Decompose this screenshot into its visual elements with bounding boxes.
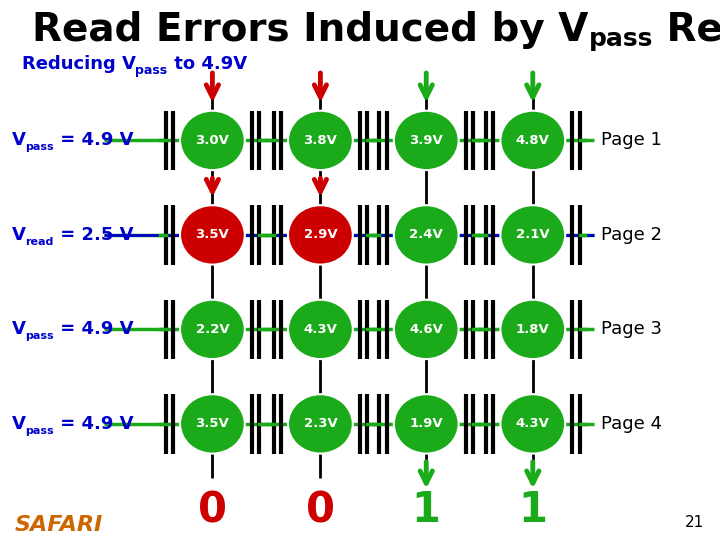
Text: 1: 1 [518, 489, 547, 531]
Text: V: V [12, 320, 25, 339]
Text: 21: 21 [685, 515, 704, 530]
Ellipse shape [180, 300, 245, 359]
Text: Page 1: Page 1 [601, 131, 662, 150]
Ellipse shape [394, 300, 459, 359]
Ellipse shape [288, 394, 353, 454]
Text: 3.5V: 3.5V [196, 228, 229, 241]
Ellipse shape [394, 111, 459, 170]
Text: 3.9V: 3.9V [410, 134, 443, 147]
Text: to 4.9V: to 4.9V [168, 55, 247, 73]
Text: 2.1V: 2.1V [516, 228, 549, 241]
Text: 0: 0 [198, 489, 227, 531]
Text: 4.3V: 4.3V [303, 323, 338, 336]
Text: 3.8V: 3.8V [303, 134, 338, 147]
Text: = 2.5 V: = 2.5 V [54, 226, 133, 244]
Text: 2.9V: 2.9V [304, 228, 337, 241]
Text: 1.8V: 1.8V [516, 323, 549, 336]
Text: Reduction: Reduction [653, 11, 720, 49]
Ellipse shape [500, 394, 565, 454]
Text: Page 4: Page 4 [601, 415, 662, 433]
Ellipse shape [394, 394, 459, 454]
Text: V: V [12, 226, 25, 244]
Ellipse shape [180, 111, 245, 170]
Text: 2.3V: 2.3V [304, 417, 337, 430]
Text: 0: 0 [306, 489, 335, 531]
Text: pass: pass [135, 64, 168, 77]
Text: Reducing V: Reducing V [22, 55, 135, 73]
Text: = 4.9 V: = 4.9 V [54, 415, 133, 433]
Text: read: read [25, 237, 54, 247]
Ellipse shape [500, 300, 565, 359]
Text: 4.6V: 4.6V [409, 323, 444, 336]
Text: 4.8V: 4.8V [516, 134, 550, 147]
Ellipse shape [500, 111, 565, 170]
Text: Read Errors Induced by V: Read Errors Induced by V [32, 11, 589, 49]
Text: 1.9V: 1.9V [410, 417, 443, 430]
Text: SAFARI: SAFARI [14, 515, 103, 535]
Text: 4.3V: 4.3V [516, 417, 550, 430]
Text: Page 3: Page 3 [601, 320, 662, 339]
Ellipse shape [288, 300, 353, 359]
Text: pass: pass [25, 143, 54, 152]
Text: 1: 1 [412, 489, 441, 531]
Ellipse shape [500, 205, 565, 265]
Text: 2.4V: 2.4V [410, 228, 443, 241]
Text: 3.0V: 3.0V [195, 134, 230, 147]
Text: pass: pass [25, 426, 54, 436]
Text: = 4.9 V: = 4.9 V [54, 320, 133, 339]
Text: pass: pass [589, 28, 653, 51]
Ellipse shape [394, 205, 459, 265]
Text: 3.5V: 3.5V [196, 417, 229, 430]
Text: V: V [12, 131, 25, 150]
Ellipse shape [180, 394, 245, 454]
Ellipse shape [288, 205, 353, 265]
Text: pass: pass [25, 332, 54, 341]
Text: 2.2V: 2.2V [196, 323, 229, 336]
Text: Page 2: Page 2 [601, 226, 662, 244]
Ellipse shape [288, 111, 353, 170]
Ellipse shape [180, 205, 245, 265]
Text: V: V [12, 415, 25, 433]
Text: = 4.9 V: = 4.9 V [54, 131, 133, 150]
